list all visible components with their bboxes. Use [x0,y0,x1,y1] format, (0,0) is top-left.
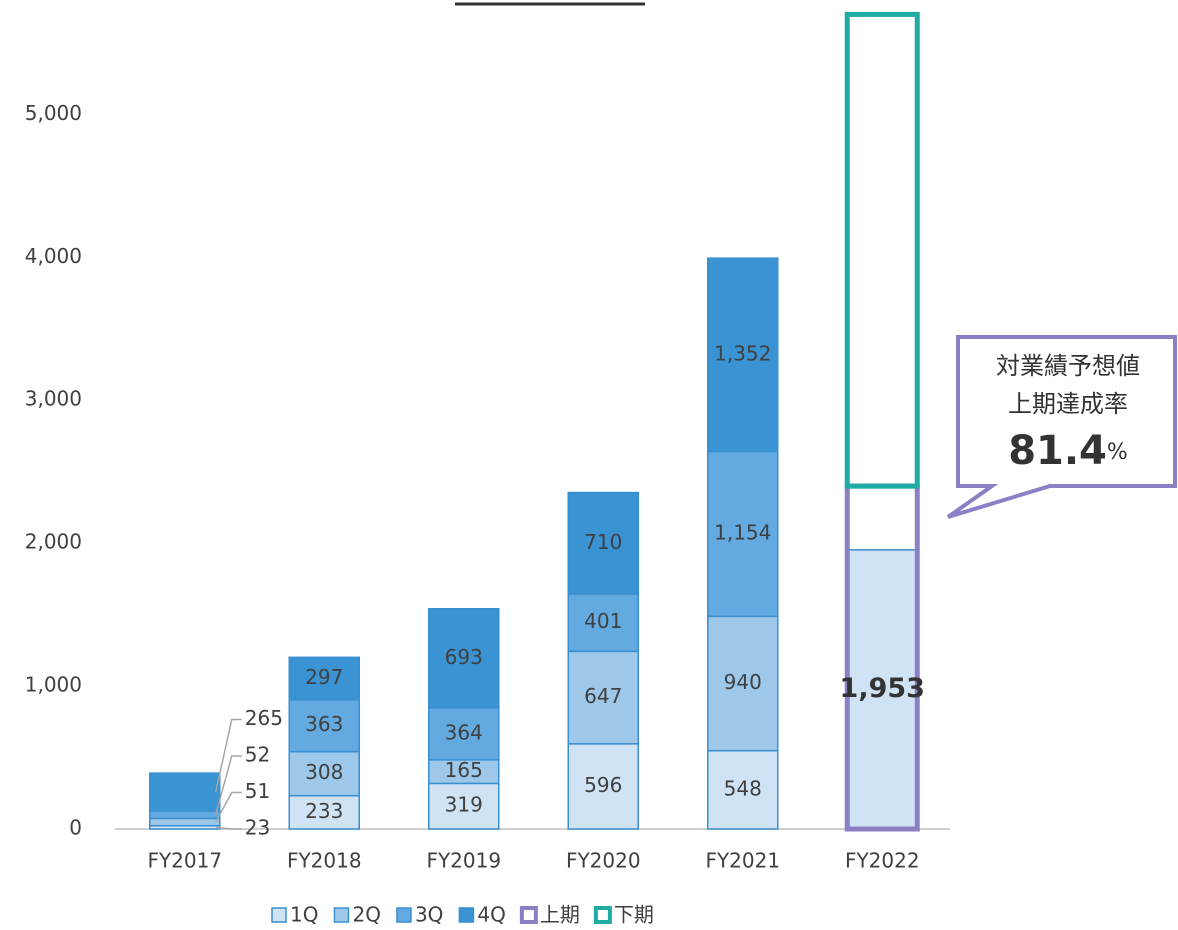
data-label: 596 [584,773,622,797]
data-label: 1,352 [714,341,771,365]
legend-label: 上期 [540,903,580,927]
bar-segment [428,707,500,761]
legend-label: 3Q [415,903,443,927]
y-tick-label: 4,000 [25,244,82,268]
callout-line: 上期達成率 [1008,390,1128,418]
data-label: 1,154 [714,520,771,544]
y-tick-label: 0 [69,816,82,840]
bar-segment [567,491,639,595]
data-label: 265 [245,706,283,730]
leader-line [215,791,242,823]
bar-segment [707,450,779,618]
x-tick-label: FY2021 [705,849,780,873]
bar-segment [288,699,360,753]
bar-segment [288,794,360,830]
data-label: 940 [724,670,762,694]
bar-segment [428,782,500,830]
data-label: 23 [245,816,270,840]
bar-segment [428,607,500,709]
bar-segment [149,810,221,820]
data-label: 364 [445,720,483,744]
data-label: 51 [245,779,270,803]
legend-label: 2Q [352,903,380,927]
legend: 1Q 2Q 3Q 4Q 上期 下期 [271,903,654,927]
data-label: 233 [305,799,343,823]
data-label: 1,953 [840,673,925,704]
bar-segment [707,615,779,752]
x-tick-label: FY2018 [287,849,362,873]
data-label: 308 [305,760,343,784]
leader-line [215,755,242,815]
data-label: 710 [584,530,622,554]
leader-line [215,826,242,830]
x-tick-label: FY2022 [845,849,920,873]
bar-segment [846,549,918,830]
y-tick-label: 1,000 [25,673,82,697]
bar-segment [149,772,221,812]
callout-box [946,335,1177,519]
bar-segment [288,656,360,701]
legend-swatch [333,907,350,923]
bar-segment [707,257,779,453]
data-label: 647 [584,684,622,708]
bar-segment [567,650,639,745]
rate-unit: % [1107,440,1128,465]
data-label: 363 [305,712,343,736]
x-tick-label: FY2019 [426,849,501,873]
legend-swatch [271,907,287,923]
legend-label: 4Q [477,903,505,927]
data-label: 401 [584,609,622,633]
legend-label: 1Q [290,903,318,927]
y-tick-label: 2,000 [25,530,82,554]
data-label: 297 [305,665,343,689]
rate-value: 81.4 [1008,428,1107,474]
data-label: 319 [445,793,483,817]
bar-segment [707,749,779,830]
data-label: 548 [724,776,762,800]
y-tick-label: 5,000 [25,101,82,125]
callout-line: 対業績予想値 [996,352,1140,380]
bar-segment [149,817,221,827]
data-label: 165 [445,758,483,782]
legend-label: 下期 [614,903,654,927]
leader-line [215,718,242,793]
legend-swatch [458,907,475,923]
y-tick-label: 3,000 [25,387,82,411]
data-label: 52 [245,743,270,767]
forecast-bar [844,11,920,489]
legend-swatch [396,907,412,923]
legend-swatch [519,906,538,924]
x-tick-label: FY2017 [147,849,222,873]
x-tick-label: FY2020 [566,849,641,873]
data-label: 693 [445,645,483,669]
callout-value: 81.4% [1008,428,1128,474]
bar-segment [567,593,639,653]
legend-swatch [593,906,612,924]
